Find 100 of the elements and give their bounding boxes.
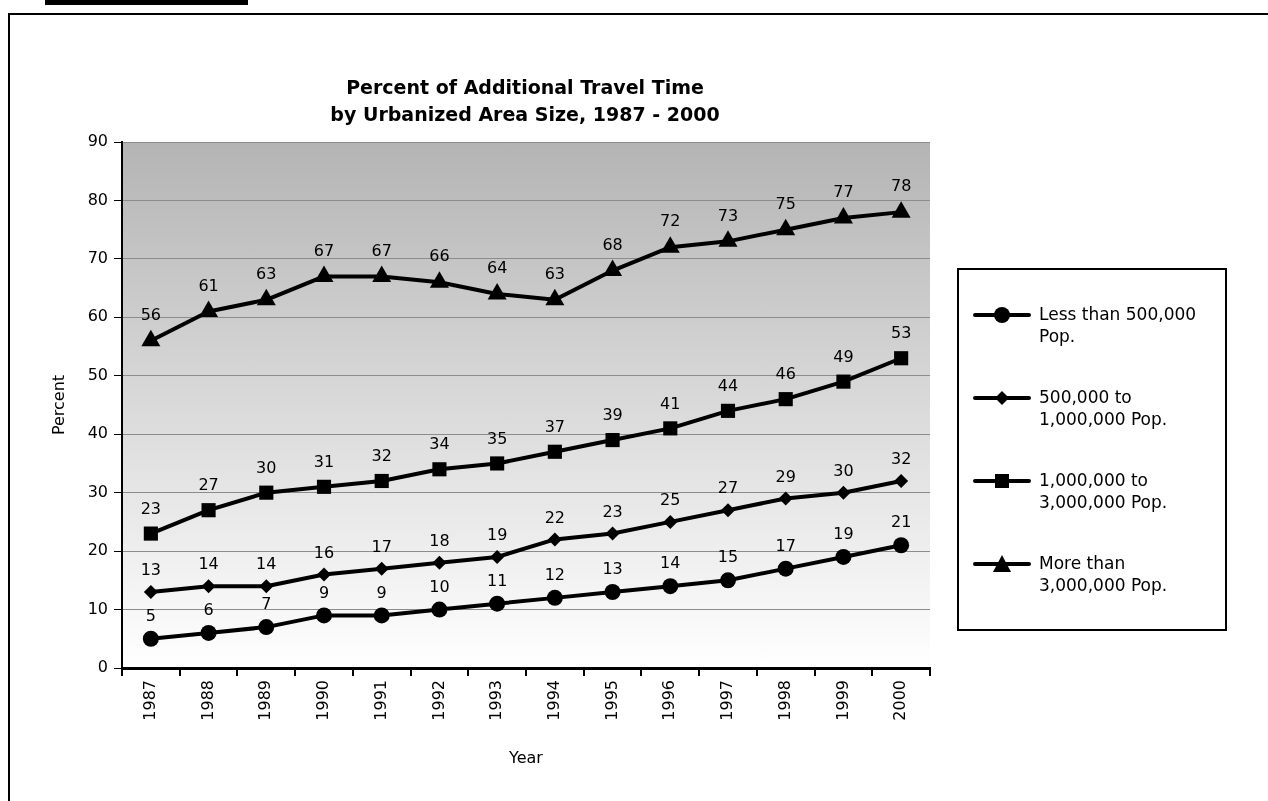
data-label: 35 <box>486 428 508 448</box>
data-label: 15 <box>717 547 739 567</box>
point <box>605 433 620 448</box>
x-tick-label: 1998 <box>774 680 794 721</box>
point <box>259 485 274 500</box>
point <box>256 288 276 306</box>
data-label: 19 <box>486 525 508 545</box>
y-tick-label: 90 <box>87 131 108 151</box>
data-label: 78 <box>890 176 912 196</box>
point <box>316 607 332 624</box>
y-tick-label: 20 <box>87 540 108 560</box>
y-tick-label: 10 <box>87 598 108 618</box>
point <box>662 578 679 595</box>
x-tick-label: 1993 <box>486 680 506 721</box>
data-label: 23 <box>602 501 623 521</box>
point <box>778 392 793 407</box>
point <box>141 329 161 347</box>
point <box>776 218 796 236</box>
data-label: 31 <box>313 451 335 471</box>
x-tick-label: 1991 <box>370 680 390 721</box>
point <box>663 514 678 529</box>
data-label: 5 <box>145 605 156 625</box>
point <box>545 288 565 306</box>
x-tick-label: 1997 <box>717 680 737 721</box>
data-label: 77 <box>833 182 854 202</box>
data-label: 22 <box>544 507 566 527</box>
point <box>605 526 620 541</box>
data-label: 44 <box>717 376 739 395</box>
data-label: 41 <box>660 393 681 413</box>
data-label: 18 <box>429 530 450 550</box>
point <box>201 503 216 518</box>
point <box>143 585 158 600</box>
data-label: 63 <box>256 263 277 283</box>
data-label: 68 <box>602 234 623 254</box>
point <box>432 462 447 477</box>
data-label: 13 <box>140 560 162 580</box>
point <box>894 473 909 488</box>
point <box>603 259 623 277</box>
point <box>142 630 159 647</box>
y-tick-label: 80 <box>87 189 108 209</box>
point <box>431 601 448 618</box>
data-label: 9 <box>376 582 387 602</box>
point <box>893 537 910 554</box>
point <box>201 579 216 594</box>
data-label: 73 <box>717 205 739 225</box>
data-label: 12 <box>544 565 566 585</box>
point <box>718 230 738 247</box>
y-axis-title: Percent <box>48 374 68 436</box>
point <box>721 503 735 518</box>
point <box>660 236 680 253</box>
point <box>490 456 505 471</box>
point <box>432 555 447 570</box>
y-tick-label: 30 <box>87 481 108 501</box>
point <box>490 549 505 564</box>
point <box>835 548 852 565</box>
data-label: 14 <box>660 553 681 573</box>
data-label: 72 <box>660 211 681 231</box>
data-label: 19 <box>833 524 854 544</box>
x-tick-label: 1988 <box>197 680 217 721</box>
data-label: 37 <box>544 416 566 436</box>
y-tick-label: 60 <box>87 306 108 326</box>
point <box>373 607 390 624</box>
data-label: 34 <box>429 434 450 454</box>
y-tick-label: 70 <box>87 248 108 268</box>
data-label: 61 <box>198 275 219 295</box>
data-label: 10 <box>429 576 450 596</box>
data-label: 75 <box>775 193 796 213</box>
data-label: 46 <box>775 364 796 384</box>
data-label: 39 <box>602 405 623 425</box>
data-label: 23 <box>140 498 162 518</box>
point <box>143 526 158 541</box>
point <box>891 201 911 218</box>
x-tick-label: 1987 <box>140 680 160 721</box>
point <box>316 479 332 494</box>
x-tick-label: 1995 <box>601 680 621 721</box>
x-tick-label: 1999 <box>832 680 852 721</box>
data-label: 14 <box>198 554 219 574</box>
point <box>663 421 678 436</box>
data-label: 66 <box>429 246 450 266</box>
point <box>259 579 274 594</box>
point <box>372 265 392 282</box>
legend-label: 1,000,000 to 3,000,000 Pop. <box>1039 468 1169 513</box>
point <box>547 444 562 459</box>
point <box>314 265 334 282</box>
point <box>487 282 507 300</box>
legend-label: More than 3,000,000 Pop. <box>1039 551 1169 596</box>
point <box>836 374 851 389</box>
point <box>546 589 563 606</box>
data-label: 17 <box>775 535 796 555</box>
y-tick-label: 40 <box>87 423 108 443</box>
data-label: 56 <box>140 304 162 324</box>
point <box>489 595 506 612</box>
data-label: 14 <box>256 554 277 574</box>
data-label: 16 <box>313 542 335 562</box>
y-tick-label: 0 <box>97 657 108 677</box>
data-label: 67 <box>313 240 335 260</box>
point <box>836 485 851 500</box>
point <box>720 572 736 589</box>
point <box>374 561 389 576</box>
data-label: 27 <box>717 478 739 498</box>
